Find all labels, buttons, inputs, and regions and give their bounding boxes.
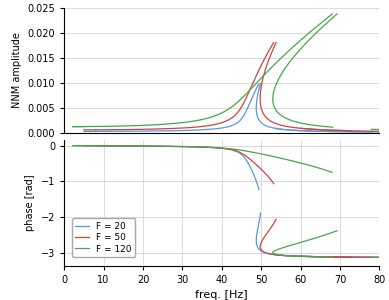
Legend: F = 20, F = 50, F = 120: F = 20, F = 50, F = 120 — [72, 218, 135, 257]
Y-axis label: NNM amplitude: NNM amplitude — [12, 32, 22, 108]
Y-axis label: phase [rad]: phase [rad] — [25, 175, 35, 231]
X-axis label: freq. [Hz]: freq. [Hz] — [195, 290, 248, 300]
